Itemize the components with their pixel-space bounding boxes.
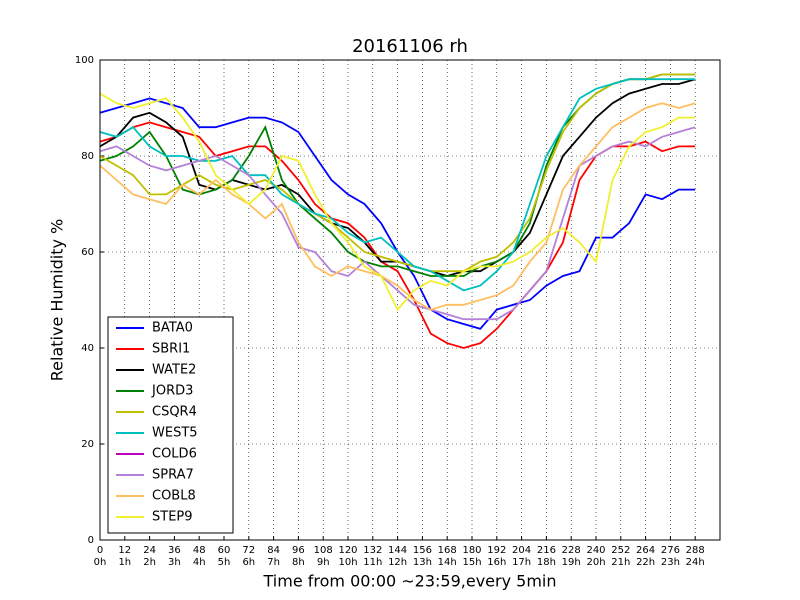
- x-tick-sublabel: 2h: [143, 557, 156, 568]
- x-tick-label: 228: [562, 545, 581, 556]
- chart-title: 20161106 rh: [352, 36, 468, 57]
- legend-label: WEST5: [152, 426, 198, 441]
- x-tick-label: 240: [586, 545, 605, 556]
- x-tick-sublabel: 3h: [168, 557, 181, 568]
- x-tick-label: 96: [292, 545, 305, 556]
- x-tick-sublabel: 7h: [267, 557, 280, 568]
- x-tick-label: 108: [314, 545, 333, 556]
- y-tick-label: 60: [81, 247, 94, 258]
- legend-label: SBRI1: [152, 342, 190, 357]
- x-tick-label: 192: [487, 545, 506, 556]
- y-tick-label: 100: [75, 55, 94, 66]
- x-tick-sublabel: 8h: [292, 557, 305, 568]
- x-tick-sublabel: 19h: [562, 557, 581, 568]
- x-axis-label: Time from 00:00 ~23:59,every 5min: [263, 572, 557, 591]
- x-tick-label: 264: [636, 545, 655, 556]
- legend-label: WATE2: [152, 363, 196, 378]
- x-tick-label: 24: [143, 545, 156, 556]
- x-tick-sublabel: 14h: [438, 557, 457, 568]
- x-tick-label: 48: [193, 545, 206, 556]
- x-tick-sublabel: 10h: [338, 557, 357, 568]
- x-tick-label: 288: [686, 545, 705, 556]
- x-tick-sublabel: 4h: [193, 557, 206, 568]
- x-tick-sublabel: 13h: [413, 557, 432, 568]
- legend-label: COBL8: [152, 489, 196, 504]
- series-line: [99, 73, 696, 273]
- y-tick-label: 20: [81, 439, 94, 450]
- y-axis-label: Relative Humidity %: [48, 219, 67, 381]
- x-tick-label: 120: [338, 545, 357, 556]
- x-tick-sublabel: 21h: [611, 557, 630, 568]
- x-tick-label: 60: [218, 545, 231, 556]
- x-tick-label: 72: [242, 545, 255, 556]
- series-line: [99, 92, 696, 312]
- x-tick-sublabel: 15h: [462, 557, 481, 568]
- x-tick-label: 12: [118, 545, 131, 556]
- x-tick-sublabel: 22h: [636, 557, 655, 568]
- x-tick-label: 216: [537, 545, 556, 556]
- y-tick-label: 40: [81, 343, 94, 354]
- legend-label: STEP9: [152, 510, 193, 525]
- x-tick-sublabel: 0h: [94, 557, 107, 568]
- y-tick-label: 0: [88, 535, 94, 546]
- series-line: [99, 102, 696, 311]
- plot-frame: [99, 59, 721, 541]
- legend-label: BATA0: [152, 321, 193, 336]
- legend-label: COLD6: [152, 447, 197, 462]
- y-tick-label: 80: [81, 151, 94, 162]
- x-tick-sublabel: 6h: [242, 557, 255, 568]
- series-line: [99, 126, 696, 321]
- x-tick-label: 252: [611, 545, 630, 556]
- x-tick-sublabel: 16h: [487, 557, 506, 568]
- x-tick-sublabel: 23h: [661, 557, 680, 568]
- x-tick-sublabel: 5h: [218, 557, 231, 568]
- x-tick-label: 168: [438, 545, 457, 556]
- x-tick-label: 180: [462, 545, 481, 556]
- x-tick-label: 276: [661, 545, 680, 556]
- x-tick-sublabel: 20h: [586, 557, 605, 568]
- legend-label: CSQR4: [152, 405, 197, 420]
- legend-label: SPRA7: [152, 468, 194, 483]
- x-tick-label: 0: [97, 545, 103, 556]
- x-tick-label: 84: [267, 545, 280, 556]
- x-tick-sublabel: 24h: [686, 557, 705, 568]
- x-tick-sublabel: 1h: [118, 557, 131, 568]
- x-tick-label: 36: [168, 545, 181, 556]
- x-tick-label: 204: [512, 545, 531, 556]
- x-tick-label: 156: [413, 545, 432, 556]
- x-tick-label: 132: [363, 545, 382, 556]
- x-tick-sublabel: 18h: [537, 557, 556, 568]
- x-tick-sublabel: 17h: [512, 557, 531, 568]
- legend-label: JORD3: [151, 384, 193, 399]
- x-tick-sublabel: 12h: [388, 557, 407, 568]
- x-tick-sublabel: 11h: [363, 557, 382, 568]
- x-tick-sublabel: 9h: [317, 557, 330, 568]
- x-tick-label: 144: [388, 545, 407, 556]
